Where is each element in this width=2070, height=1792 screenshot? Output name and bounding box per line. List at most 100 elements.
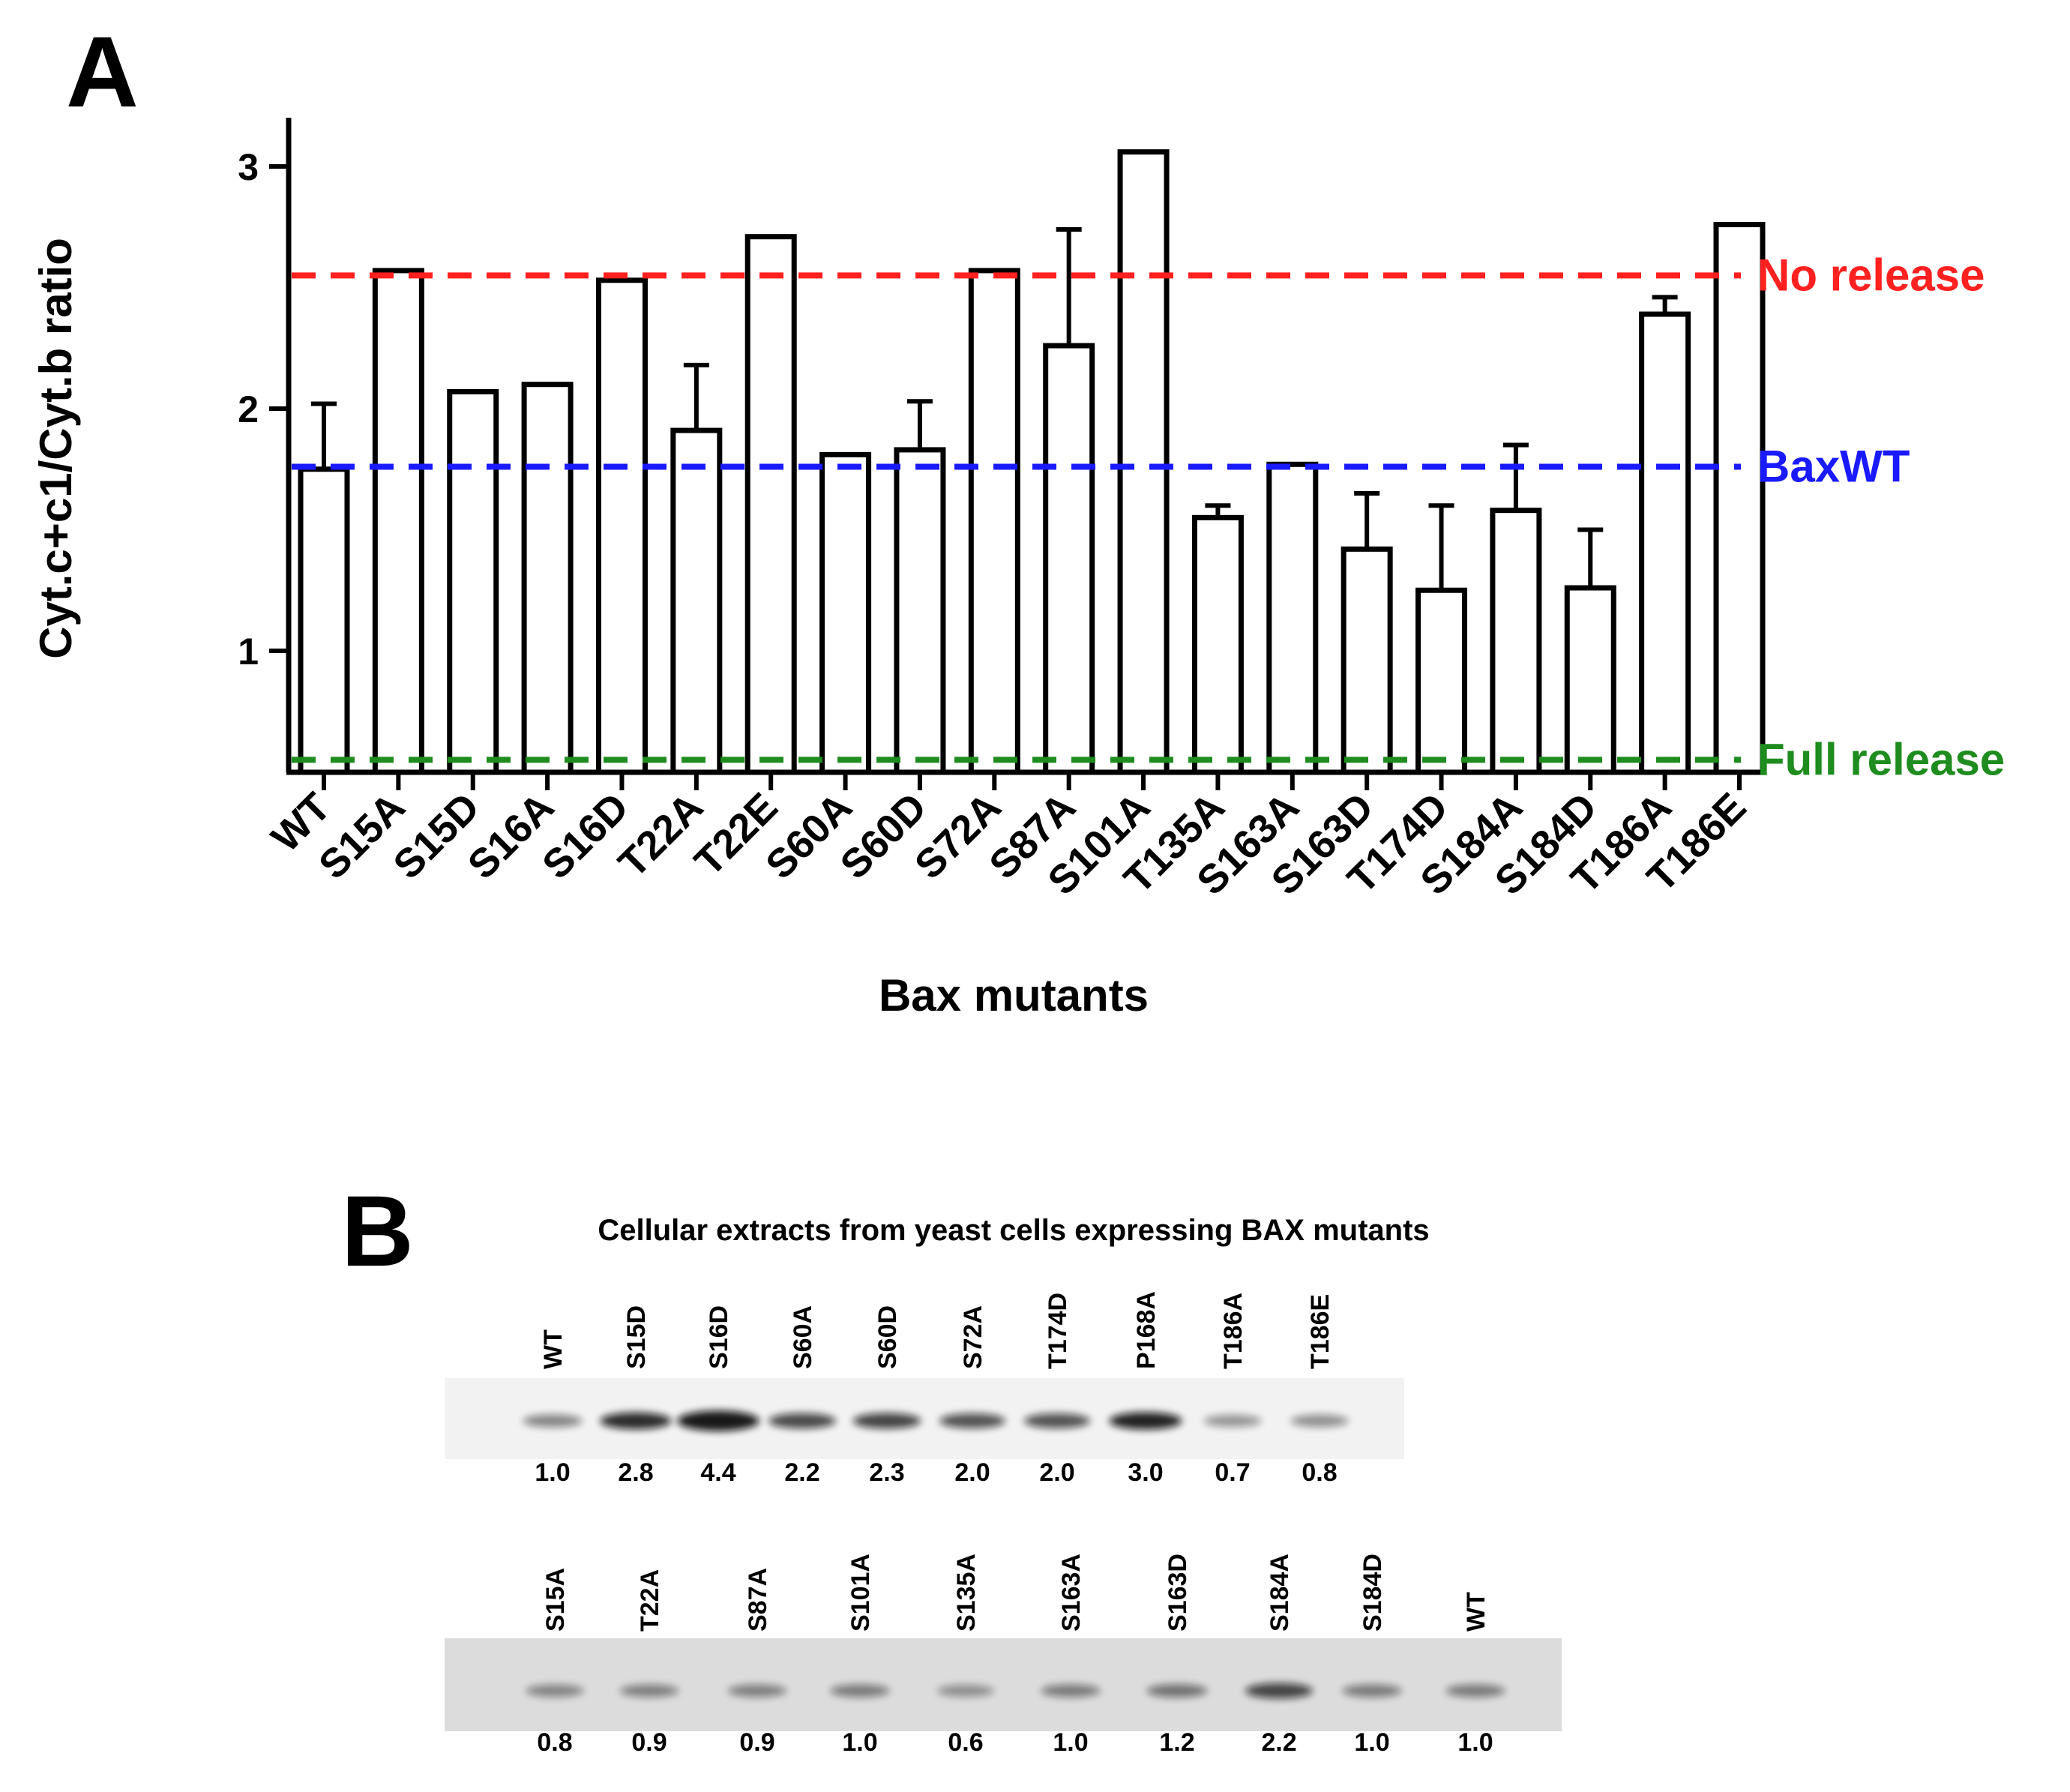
blot-quant-value: 0.8: [1302, 1458, 1337, 1487]
blot-lane-label: P168A: [1132, 1291, 1161, 1369]
blot-lane-label: WT: [539, 1329, 568, 1369]
blot-lane-label: WT: [1462, 1592, 1490, 1632]
bar: [521, 382, 574, 775]
y-ticks: 1 2 3: [238, 146, 289, 673]
bar: [894, 447, 946, 775]
blot-band: [830, 1684, 890, 1698]
blot-quant-value: 0.8: [537, 1728, 572, 1757]
blot-membrane-2: [445, 1638, 1562, 1731]
bar: [968, 268, 1020, 775]
blot-quant-value: 4.4: [700, 1458, 735, 1487]
panel-b-label: B: [341, 1176, 414, 1287]
blot-lane-label: S101A: [846, 1554, 875, 1632]
x-axis-title: Bax mutants: [879, 970, 1149, 1020]
x-tick-label: S60D: [831, 784, 935, 888]
x-tick-label: S15D: [385, 784, 488, 888]
reference-line-label: Full release: [1757, 734, 2005, 784]
bar: [1639, 311, 1691, 775]
blot-lane-label: T186E: [1306, 1294, 1335, 1369]
bars: [298, 149, 1766, 775]
blot-band: [852, 1413, 921, 1429]
reference-line-label: BaxWT: [1757, 442, 1910, 492]
reference-line-label: No release: [1757, 250, 1985, 300]
blot-band: [619, 1684, 679, 1698]
panel-a-label: A: [66, 16, 139, 128]
blot-quant-value: 1.0: [842, 1728, 877, 1757]
blot-lane-label: T22A: [636, 1569, 664, 1632]
y-axis-title: Cyt.c+c1/Cyt.b ratio: [31, 238, 81, 659]
blot-quant-value: 2.0: [1039, 1458, 1074, 1487]
blot-band: [526, 1684, 584, 1698]
blot-band: [1445, 1684, 1505, 1698]
blot-quant-value: 2.3: [869, 1458, 904, 1487]
blot-quant-value: 2.0: [954, 1458, 990, 1487]
blot-row-2: S15A 0.8 T22A 0.9 S87A 0.9 S101A 1.0 S135A 0.6 S16…: [526, 1554, 1505, 1757]
blot-lane-label: T186A: [1219, 1293, 1248, 1369]
bar: [670, 427, 723, 775]
blot-lane-label: S135A: [952, 1554, 981, 1632]
blot-lane-label: S60D: [873, 1305, 902, 1369]
blot-band: [727, 1684, 787, 1698]
x-tick-label: S72A: [906, 784, 1010, 888]
bar: [1191, 514, 1244, 775]
bar: [1043, 343, 1095, 775]
blot-title: Cellular extracts from yeast cells expre…: [598, 1214, 1429, 1247]
x-tick-label: S15A: [310, 784, 414, 888]
bar: [1266, 461, 1319, 775]
blot-quant-value: 1.2: [1159, 1728, 1194, 1757]
blot-quant-value: 0.9: [739, 1728, 774, 1757]
bar: [1490, 508, 1542, 775]
bar: [1713, 222, 1766, 775]
blot-lane-label: S184D: [1359, 1554, 1387, 1632]
blot-lane-label: S163D: [1164, 1554, 1192, 1632]
bar: [1341, 546, 1393, 775]
blot-band: [677, 1410, 759, 1431]
bar: [1415, 587, 1468, 775]
x-tick-label: S16D: [534, 784, 637, 888]
y-tick-label: 1: [238, 631, 259, 673]
blot-quant-value: 0.6: [948, 1728, 983, 1757]
blot-band: [768, 1413, 836, 1429]
blot-quant-value: 2.2: [1261, 1728, 1296, 1757]
bar: [1564, 585, 1616, 775]
blot-quant-value: 2.8: [618, 1458, 653, 1487]
reference-lines: No release BaxWT Full release: [292, 250, 2005, 784]
bar: [595, 277, 648, 775]
blot-quant-value: 2.2: [784, 1458, 819, 1487]
bar: [819, 451, 872, 775]
x-tick-label: T22A: [610, 784, 712, 886]
bar: [744, 234, 797, 775]
blot-band: [1109, 1412, 1182, 1430]
x-tick-label: S16A: [460, 784, 563, 888]
blot-quant-value: 0.9: [631, 1728, 667, 1757]
blot-band: [1041, 1684, 1101, 1698]
x-ticks: WTS15AS15DS16AS16DT22AT22ES60AS60DS72AS8…: [263, 772, 1754, 903]
blot-band: [1203, 1414, 1262, 1428]
blot-band: [1024, 1413, 1090, 1428]
blot-band: [939, 1413, 1005, 1428]
blot-lane-label: S60A: [789, 1305, 817, 1369]
blot-lane-label: S87A: [744, 1568, 772, 1632]
blot-quant-value: 3.0: [1128, 1458, 1163, 1487]
y-tick-label: 3: [238, 146, 259, 188]
blot-membrane-1: [445, 1378, 1404, 1459]
blot-quant-value: 1.0: [1354, 1728, 1389, 1757]
x-tick-label: S60A: [757, 784, 861, 888]
blot-quant-value: 0.7: [1215, 1458, 1250, 1487]
y-tick-label: 2: [238, 388, 259, 430]
blot-quant-value: 1.0: [1457, 1728, 1493, 1757]
blot-band: [1245, 1683, 1313, 1699]
blot-lane-label: S15A: [541, 1568, 570, 1632]
bar: [447, 388, 499, 775]
blot-row-1: WT 1.0 S15D 2.8 S16D 4.4 S60A 2.2 S60D 2.3 S72A 2.0…: [523, 1291, 1349, 1487]
blot-band: [523, 1414, 583, 1428]
bar: [1117, 149, 1170, 775]
blot-quant-value: 1.0: [535, 1458, 570, 1487]
blot-band: [600, 1412, 672, 1430]
bar: [372, 268, 424, 775]
blot-band: [937, 1685, 994, 1697]
blot-band: [1342, 1684, 1402, 1698]
blot-lane-label: S16D: [705, 1305, 733, 1369]
blot-lane-label: S72A: [959, 1305, 987, 1369]
blot-lane-label: S15D: [622, 1305, 651, 1369]
